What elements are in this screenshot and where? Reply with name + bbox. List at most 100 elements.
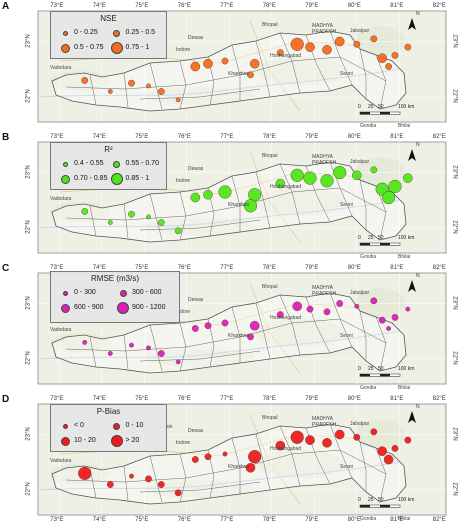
legend-item-label: 0.55 - 0.70 (125, 160, 159, 167)
station-marker (128, 79, 135, 87)
station-marker (107, 89, 113, 94)
legend-item-label: > 20 (125, 437, 140, 444)
station-marker (378, 316, 386, 324)
station-marker (247, 71, 254, 79)
station-marker (174, 227, 182, 235)
basin-outline (51, 423, 407, 505)
map-panel-b: B 73°E 74°E 75°E 76°E 77°E 78°E 79°E 80°E 81°E 82°… (0, 132, 474, 263)
lon-tick-label: 80°E (347, 265, 361, 271)
station-marker (146, 83, 151, 89)
station-marker (81, 77, 89, 84)
place-label-khandwa: Khandwa (228, 202, 249, 208)
lon-tick-label: 73°E (50, 517, 64, 523)
station-marker (243, 199, 258, 213)
station-marker (191, 325, 199, 332)
lon-tick-label: 76°E (177, 134, 191, 140)
place-label-hoshangabad: Hoshangabad (270, 315, 302, 321)
scale-tick-label: 50 (378, 366, 384, 372)
lon-tick-label: 76°E (177, 265, 191, 271)
legend: R² 0.4 - 0.55 0.55 - 0.70 0.70 - 0.85 0.85 -… (50, 142, 167, 190)
lon-tick-label: 81°E (390, 265, 404, 271)
station-marker (146, 214, 151, 220)
station-marker (323, 308, 331, 316)
place-label-gondia: Gondia (360, 123, 377, 129)
north-label: N (416, 404, 420, 410)
place-label-bhopal: Bhopal (262, 284, 278, 290)
lon-tick-label: 74°E (92, 396, 106, 402)
place-label-indore: Indore (176, 440, 191, 446)
station-marker (82, 340, 88, 345)
station-marker (370, 35, 378, 43)
lat-tick-label: 22°N (451, 351, 458, 365)
place-label-jabalpur: Jabalpur (350, 28, 370, 34)
place-label-madhya: MADHYA (312, 416, 334, 422)
place-label-jabalpur: Jabalpur (350, 421, 370, 427)
lon-tick-label: 74°E (92, 3, 106, 9)
station-marker (322, 438, 332, 448)
place-label-bhilai: Bhilai (398, 516, 411, 522)
place-label-madhya: MADHYA (312, 285, 334, 291)
lon-tick-label: 77°E (220, 134, 234, 140)
station-marker (333, 165, 347, 180)
lat-tick-label: 23°N (25, 426, 32, 441)
lon-tick-label: 74°E (92, 265, 106, 271)
lon-tick-label: 75°E (135, 517, 149, 523)
legend-item-label: 0.70 - 0.85 (74, 175, 108, 182)
legend-item-label: 10 - 20 (74, 437, 96, 444)
station-marker (303, 171, 317, 185)
north-arrow-icon (408, 411, 416, 423)
place-label-dewas: Dewas (188, 35, 204, 41)
place-label-jabalpur: Jabalpur (350, 159, 370, 165)
station-marker (388, 179, 402, 194)
legend-swatch (113, 29, 120, 37)
lon-tick-label: 76°E (177, 517, 191, 523)
place-label-seoni: Seoni (340, 464, 353, 470)
place-label-bhopal: Bhopal (262, 22, 278, 28)
place-label-gondia: Gondia (360, 254, 377, 260)
place-label-bhilai: Bhilai (398, 385, 411, 391)
legend-swatch (60, 174, 70, 184)
basin-outline (51, 161, 407, 243)
lon-tick-label: 82°E (432, 396, 446, 402)
legend-item-label: 0.75 - 1 (125, 44, 150, 51)
legend-swatch (113, 160, 120, 168)
legend-swatch (62, 161, 68, 167)
station-marker (404, 436, 412, 444)
place-label-bhopal: Bhopal (262, 153, 278, 159)
station-marker (370, 166, 378, 174)
lat-tick-label: 22°N (25, 482, 32, 496)
station-marker (203, 58, 213, 69)
legend-swatch (62, 423, 68, 429)
place-label-dewas: Dewas (188, 297, 204, 303)
lat-tick-label: 23°N (451, 295, 458, 310)
legend-swatch (60, 436, 70, 446)
legend-item-label: 0.85 - 1 (125, 175, 150, 182)
station-marker (385, 63, 392, 70)
basin-outline (51, 292, 407, 374)
legend: P-Bias < 0 0 - 10 10 - 20 > 20 (50, 404, 167, 452)
legend-item-label: 0 - 10 (125, 422, 144, 429)
station-marker (353, 433, 361, 441)
scale-tick-label: 100 km (398, 235, 415, 241)
map-panel-a: A 73°E 74°E 75°E 76°E 77°E 78°E 79°E 80°E 81°E 82°… (0, 1, 474, 132)
legend-swatch (60, 43, 70, 53)
legend-item-label: 0 - 300 (74, 289, 96, 296)
legend-title: P-Bias (96, 407, 121, 416)
station-marker (334, 429, 345, 440)
station-marker (78, 466, 92, 481)
lon-tick-label: 81°E (390, 3, 404, 9)
lon-tick-label: 76°E (177, 3, 191, 9)
place-label-pradesh: PRADESH (312, 160, 337, 166)
panel-label: D (2, 394, 10, 405)
place-label-hoshangabad: Hoshangabad (270, 184, 302, 190)
station-marker (174, 489, 182, 497)
station-marker (203, 189, 213, 200)
lat-tick-label: 22°N (25, 351, 32, 365)
station-marker (402, 173, 413, 183)
station-marker (81, 208, 89, 215)
legend-swatch (60, 303, 70, 313)
station-marker (290, 430, 304, 444)
scale-tick-label: 50 (378, 235, 384, 241)
basin-outline (51, 30, 407, 112)
lon-tick-label: 81°E (390, 396, 404, 402)
